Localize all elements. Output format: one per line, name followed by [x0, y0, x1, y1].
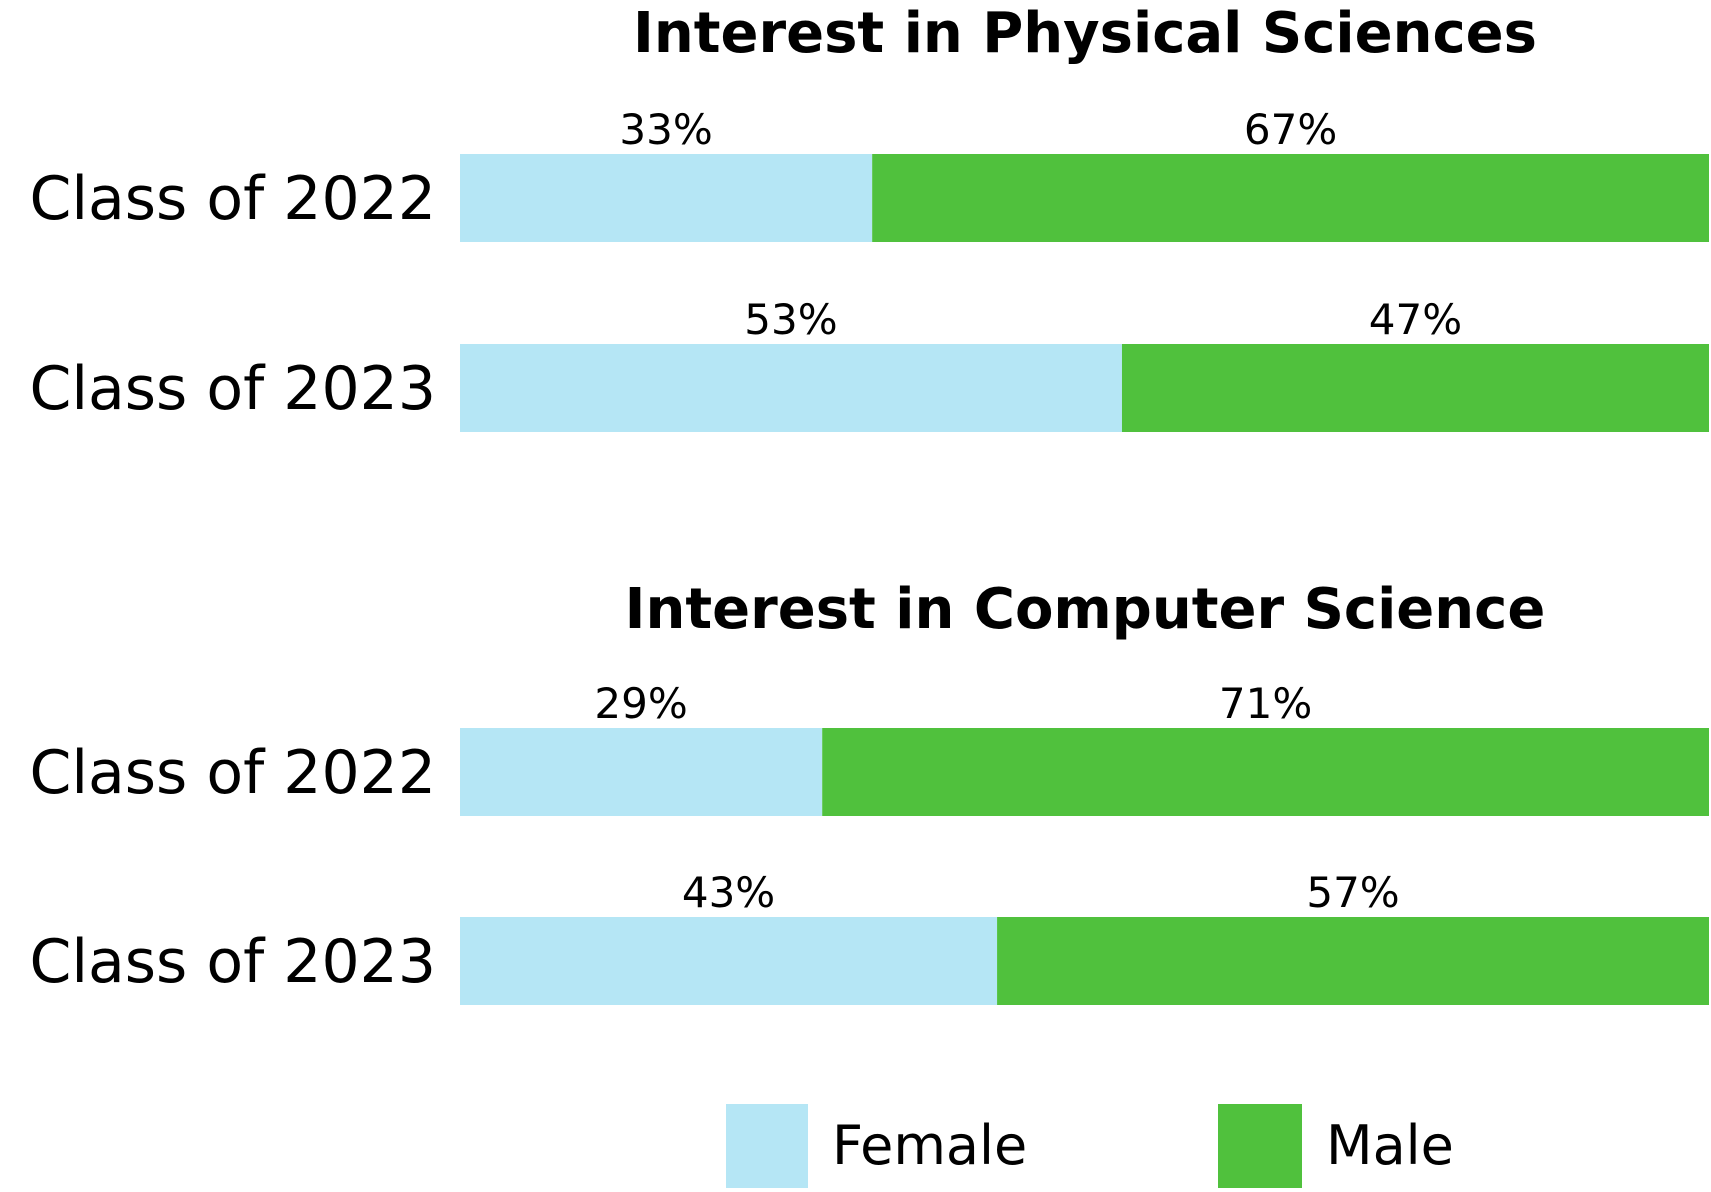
legend: Female Male — [726, 1104, 1454, 1188]
legend-swatch-female — [726, 1104, 808, 1188]
data-label-male-class-of-2023: 47% — [1369, 295, 1462, 344]
legend-swatch-male — [1218, 1104, 1302, 1188]
category-label-class-of-2023: Class of 2023 — [29, 354, 436, 424]
legend-label-female: Female — [832, 1114, 1027, 1177]
bar-female-class-of-2022 — [460, 154, 873, 242]
data-label-female-class-of-2023: 53% — [744, 295, 837, 344]
category-label-class-of-2022: Class of 2022 — [29, 738, 436, 808]
bar-male-class-of-2023 — [997, 917, 1709, 1005]
category-label-class-of-2023: Class of 2023 — [29, 927, 436, 997]
data-label-female-class-of-2022: 33% — [619, 105, 712, 154]
chart-panels: Interest in Physical Sciences Class of 20… — [29, 1, 1709, 1005]
chart-panel-interest-in-physical-sciences: Interest in Physical Sciences Class of 20… — [29, 1, 1709, 432]
bar-male-class-of-2023 — [1121, 344, 1709, 432]
data-label-female-class-of-2023: 43% — [682, 868, 775, 917]
chart-title: Interest in Physical Sciences — [633, 1, 1537, 66]
legend-label-male: Male — [1326, 1114, 1454, 1177]
bar-female-class-of-2022 — [460, 728, 823, 816]
chart-title: Interest in Computer Science — [625, 577, 1546, 642]
data-label-female-class-of-2022: 29% — [594, 679, 687, 728]
chart-panel-interest-in-computer-science: Interest in Computer Science Class of 202… — [29, 577, 1709, 1005]
data-label-male-class-of-2023: 57% — [1306, 868, 1399, 917]
bar-male-class-of-2022 — [822, 728, 1709, 816]
data-label-male-class-of-2022: 67% — [1244, 105, 1337, 154]
bar-female-class-of-2023 — [460, 917, 998, 1005]
data-label-male-class-of-2022: 71% — [1219, 679, 1312, 728]
bar-female-class-of-2023 — [460, 344, 1122, 432]
bar-male-class-of-2022 — [872, 154, 1709, 242]
category-label-class-of-2022: Class of 2022 — [29, 164, 436, 234]
